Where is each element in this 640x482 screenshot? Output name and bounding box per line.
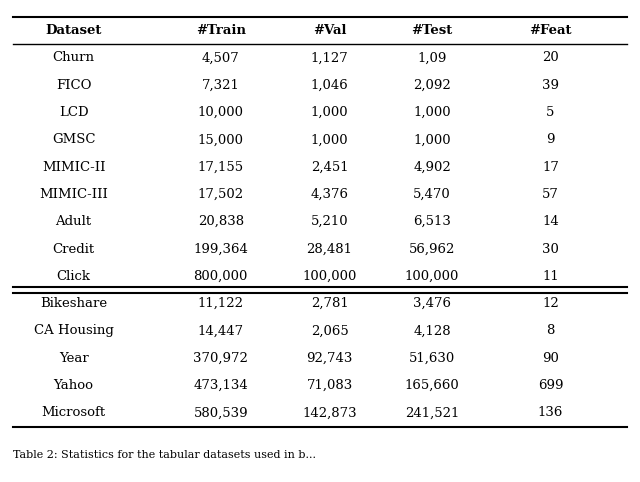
Text: 11,122: 11,122 xyxy=(198,297,244,310)
Text: 370,972: 370,972 xyxy=(193,352,248,365)
Text: 473,134: 473,134 xyxy=(193,379,248,392)
Text: LCD: LCD xyxy=(59,106,88,119)
Text: 28,481: 28,481 xyxy=(307,242,353,255)
Text: 14: 14 xyxy=(542,215,559,228)
Text: 92,743: 92,743 xyxy=(307,352,353,365)
Text: 20: 20 xyxy=(542,52,559,64)
Text: 1,046: 1,046 xyxy=(311,79,348,92)
Text: Bikeshare: Bikeshare xyxy=(40,297,107,310)
Text: 11: 11 xyxy=(542,270,559,283)
Text: MIMIC-II: MIMIC-II xyxy=(42,161,106,174)
Text: 4,128: 4,128 xyxy=(413,324,451,337)
Text: 6,513: 6,513 xyxy=(413,215,451,228)
Text: Yahoo: Yahoo xyxy=(54,379,93,392)
Text: Click: Click xyxy=(56,270,91,283)
Text: 71,083: 71,083 xyxy=(307,379,353,392)
Text: 2,781: 2,781 xyxy=(311,297,348,310)
Text: Microsoft: Microsoft xyxy=(42,406,106,419)
Text: Year: Year xyxy=(59,352,88,365)
Text: Table 2: Statistics for the tabular datasets used in b...: Table 2: Statistics for the tabular data… xyxy=(13,451,316,460)
Text: 4,507: 4,507 xyxy=(202,52,239,64)
Text: 51,630: 51,630 xyxy=(409,352,455,365)
Text: 10,000: 10,000 xyxy=(198,106,244,119)
Text: 9: 9 xyxy=(546,134,555,146)
Text: 30: 30 xyxy=(542,242,559,255)
Text: 4,902: 4,902 xyxy=(413,161,451,174)
Text: 5,210: 5,210 xyxy=(311,215,348,228)
Text: 699: 699 xyxy=(538,379,563,392)
Text: 90: 90 xyxy=(542,352,559,365)
Text: GMSC: GMSC xyxy=(52,134,95,146)
Text: #Test: #Test xyxy=(412,24,452,37)
Text: 56,962: 56,962 xyxy=(409,242,455,255)
Text: 241,521: 241,521 xyxy=(405,406,459,419)
Text: 165,660: 165,660 xyxy=(404,379,460,392)
Text: 3,476: 3,476 xyxy=(413,297,451,310)
Text: #Feat: #Feat xyxy=(529,24,572,37)
Text: 2,451: 2,451 xyxy=(311,161,348,174)
Text: 39: 39 xyxy=(542,79,559,92)
Text: 136: 136 xyxy=(538,406,563,419)
Text: Adult: Adult xyxy=(56,215,92,228)
Text: #Val: #Val xyxy=(313,24,346,37)
Text: FICO: FICO xyxy=(56,79,92,92)
Text: 17,502: 17,502 xyxy=(198,188,244,201)
Text: #Train: #Train xyxy=(196,24,246,37)
Text: 8: 8 xyxy=(546,324,555,337)
Text: 12: 12 xyxy=(542,297,559,310)
Text: 15,000: 15,000 xyxy=(198,134,244,146)
Text: 1,000: 1,000 xyxy=(311,106,348,119)
Text: 1,000: 1,000 xyxy=(311,134,348,146)
Text: 1,000: 1,000 xyxy=(413,106,451,119)
Text: Churn: Churn xyxy=(52,52,95,64)
Text: MIMIC-III: MIMIC-III xyxy=(39,188,108,201)
Text: 580,539: 580,539 xyxy=(193,406,248,419)
Text: 57: 57 xyxy=(542,188,559,201)
Text: 1,09: 1,09 xyxy=(417,52,447,64)
Text: 100,000: 100,000 xyxy=(405,270,459,283)
Text: CA Housing: CA Housing xyxy=(34,324,113,337)
Text: 1,127: 1,127 xyxy=(311,52,348,64)
Text: Dataset: Dataset xyxy=(45,24,102,37)
Text: 14,447: 14,447 xyxy=(198,324,244,337)
Text: 4,376: 4,376 xyxy=(310,188,349,201)
Text: 17,155: 17,155 xyxy=(198,161,244,174)
Text: 7,321: 7,321 xyxy=(202,79,240,92)
Text: 2,092: 2,092 xyxy=(413,79,451,92)
Text: 800,000: 800,000 xyxy=(194,270,248,283)
Text: 2,065: 2,065 xyxy=(311,324,348,337)
Text: 5,470: 5,470 xyxy=(413,188,451,201)
Text: 100,000: 100,000 xyxy=(303,270,356,283)
Text: 5: 5 xyxy=(546,106,555,119)
Text: Credit: Credit xyxy=(52,242,95,255)
Text: 199,364: 199,364 xyxy=(193,242,248,255)
Text: 17: 17 xyxy=(542,161,559,174)
Text: 1,000: 1,000 xyxy=(413,134,451,146)
Text: 142,873: 142,873 xyxy=(302,406,357,419)
Text: 20,838: 20,838 xyxy=(198,215,244,228)
